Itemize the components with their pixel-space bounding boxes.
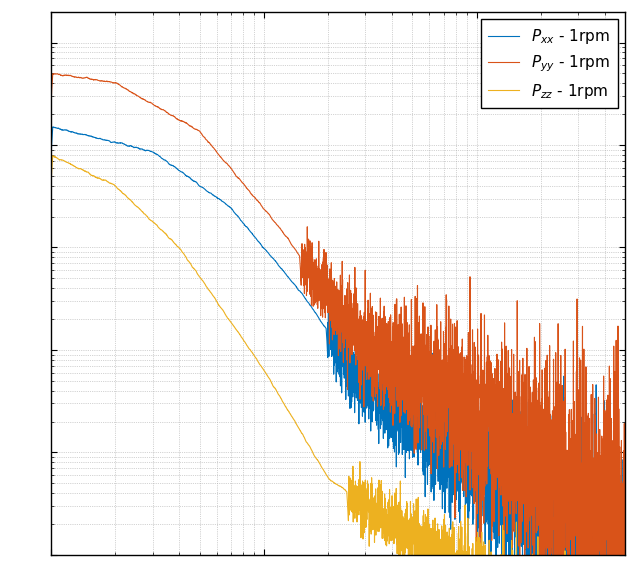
$P_{yy}$ - 1rpm — [476, 408, 484, 415]
$P_{yy}$ - 1rpm — [152, 103, 160, 110]
$P_{xx}$ - 1rpm — [267, 252, 274, 259]
$P_{zz}$ - 1rpm — [47, 183, 55, 190]
$P_{zz}$ - 1rpm — [49, 152, 57, 159]
Line: $P_{zz}$ - 1rpm: $P_{zz}$ - 1rpm — [51, 156, 625, 584]
$P_{zz}$ - 1rpm — [267, 377, 274, 384]
Line: $P_{xx}$ - 1rpm: $P_{xx}$ - 1rpm — [51, 127, 625, 584]
$P_{xx}$ - 1rpm — [47, 154, 55, 161]
$P_{xx}$ - 1rpm — [421, 472, 429, 479]
$P_{xx}$ - 1rpm — [392, 374, 399, 381]
$P_{yy}$ - 1rpm — [267, 213, 274, 220]
$P_{xx}$ - 1rpm — [49, 123, 57, 130]
$P_{xx}$ - 1rpm — [621, 526, 629, 533]
$P_{xx}$ - 1rpm — [152, 150, 160, 157]
Line: $P_{yy}$ - 1rpm: $P_{yy}$ - 1rpm — [51, 74, 625, 584]
$P_{yy}$ - 1rpm — [519, 483, 527, 490]
Legend: $P_{xx}$ - 1rpm, $P_{yy}$ - 1rpm, $P_{zz}$ - 1rpm: $P_{xx}$ - 1rpm, $P_{yy}$ - 1rpm, $P_{zz… — [481, 19, 618, 109]
$P_{zz}$ - 1rpm — [392, 513, 399, 520]
$P_{zz}$ - 1rpm — [152, 221, 160, 228]
$P_{zz}$ - 1rpm — [421, 533, 429, 540]
$P_{yy}$ - 1rpm — [421, 352, 429, 359]
$P_{xx}$ - 1rpm — [476, 496, 484, 503]
$P_{yy}$ - 1rpm — [47, 102, 55, 109]
$P_{yy}$ - 1rpm — [392, 338, 399, 345]
$P_{xx}$ - 1rpm — [519, 435, 527, 442]
$P_{yy}$ - 1rpm — [49, 70, 57, 77]
$P_{yy}$ - 1rpm — [621, 510, 629, 517]
